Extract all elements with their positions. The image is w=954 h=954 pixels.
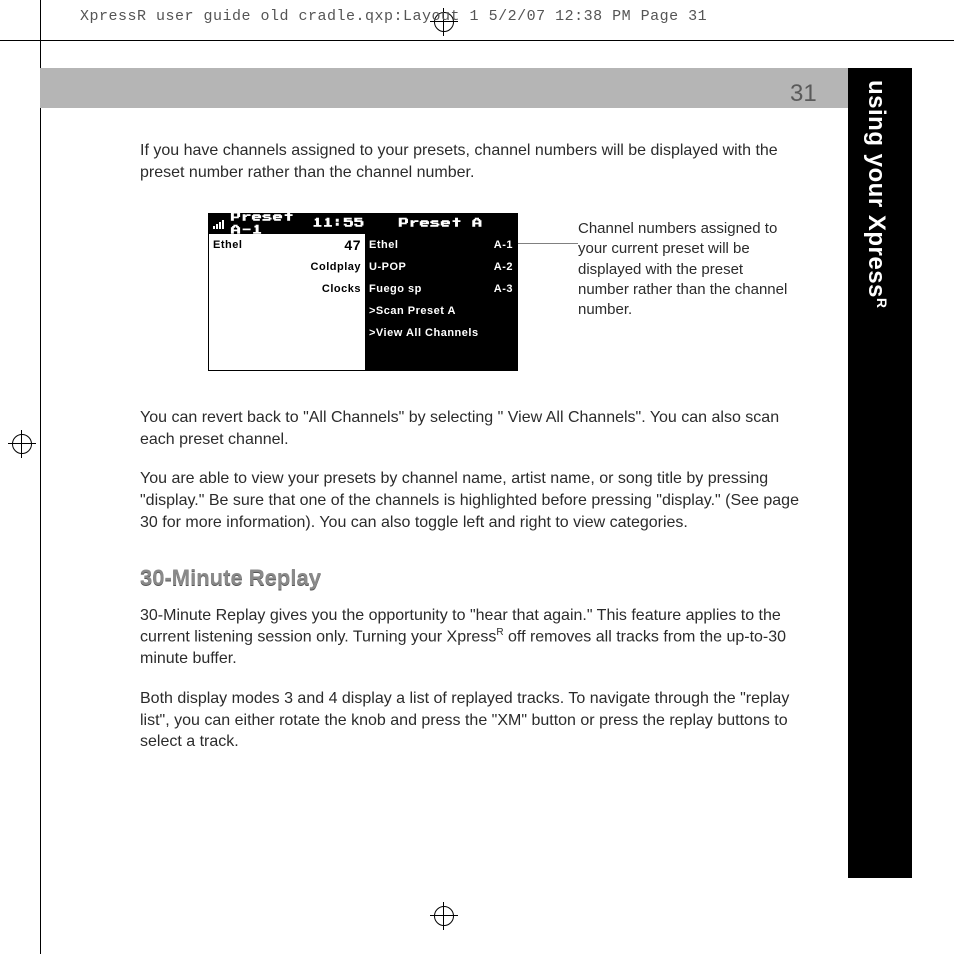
channel-label: Ethel	[213, 238, 242, 253]
status-preset-title: Preset A	[365, 217, 517, 231]
paragraph: If you have channels assigned to your pr…	[140, 140, 808, 183]
crop-line-h	[0, 40, 954, 41]
device-screen: Preset A-1 11:55 Preset A Ethel 47 Coldp…	[208, 213, 518, 371]
channel-number: 47	[344, 236, 361, 255]
paragraph: 30-Minute Replay gives you the opportuni…	[140, 605, 808, 670]
paragraph: Both display modes 3 and 4 display a lis…	[140, 688, 808, 753]
device-right-panel: Ethel A-1 U-POP A-2 Fuego sp A-3 >Scan P…	[365, 234, 517, 370]
page-number: 31	[790, 80, 817, 108]
device-left-panel: Ethel 47 Coldplay Clocks	[209, 234, 365, 370]
paragraph: You can revert back to "All Channels" by…	[140, 407, 808, 450]
superscript-r: R	[496, 627, 503, 638]
crop-line-v	[40, 0, 41, 954]
callout-line-icon	[518, 243, 578, 313]
menu-item: >View All Channels	[365, 322, 517, 344]
preset-code: A-1	[494, 238, 513, 253]
preset-code: A-3	[494, 282, 513, 297]
section-heading: 30-Minute Replay	[140, 563, 808, 593]
side-tab-label: using your XpressR	[862, 80, 890, 309]
signal-icon	[213, 219, 221, 229]
preset-label: U-POP	[369, 260, 406, 275]
header-bar	[40, 68, 848, 108]
menu-item: >Scan Preset A	[365, 300, 517, 322]
callout-text: Channel numbers assigned to your current…	[578, 219, 788, 320]
channel-label: Clocks	[322, 282, 361, 297]
preset-code: A-2	[494, 260, 513, 275]
side-tab-sup: R	[874, 298, 890, 309]
side-tab-text: using your Xpress	[863, 80, 890, 298]
registration-mark-icon	[430, 902, 458, 930]
device-status-bar: Preset A-1 11:55 Preset A	[209, 214, 517, 234]
print-slug: XpressR user guide old cradle.qxp:Layout…	[80, 8, 707, 25]
registration-mark-icon	[8, 430, 36, 458]
page-content: If you have channels assigned to your pr…	[140, 140, 808, 771]
status-time: 11:55	[313, 217, 366, 231]
preset-label: Ethel	[369, 238, 398, 253]
preset-label: Fuego sp	[369, 282, 422, 297]
figure-row: Preset A-1 11:55 Preset A Ethel 47 Coldp…	[140, 213, 808, 371]
channel-label: Coldplay	[311, 260, 361, 275]
paragraph: You are able to view your presets by cha…	[140, 468, 808, 533]
